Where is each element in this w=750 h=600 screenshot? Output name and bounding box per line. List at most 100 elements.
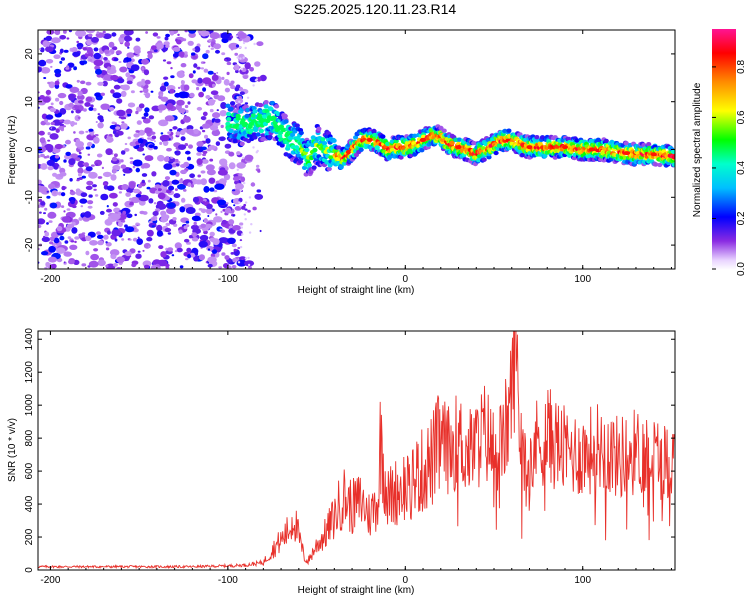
spectrogram-cell bbox=[50, 263, 57, 269]
y-tick-label: 800 bbox=[24, 429, 35, 446]
snr-frame bbox=[37, 330, 676, 571]
spectrogram-cell bbox=[235, 44, 240, 48]
spectrogram-cell bbox=[250, 182, 256, 187]
spectrogram-cell bbox=[93, 188, 97, 191]
spectrogram-cell bbox=[66, 208, 71, 211]
spectrogram-cell bbox=[202, 87, 207, 92]
x-tick-label: -100 bbox=[218, 274, 238, 285]
spectrogram-data bbox=[38, 30, 675, 269]
spectrogram-cell bbox=[163, 76, 169, 80]
spectrogram-cell bbox=[156, 36, 161, 39]
spectrogram-cell bbox=[192, 70, 196, 74]
spectrogram-cell bbox=[358, 147, 364, 152]
spectrogram-cell bbox=[209, 108, 214, 113]
spectrogram-cell bbox=[53, 54, 61, 59]
spectrogram-cell bbox=[239, 245, 243, 249]
spectrogram-cell bbox=[183, 84, 190, 91]
spectrogram-cell bbox=[40, 201, 46, 206]
spectrogram-cell bbox=[191, 79, 198, 84]
spectrogram-cell bbox=[226, 71, 230, 76]
snr-y-ticks: 0 200 400 600 800 1000 1200 1400 bbox=[24, 328, 675, 573]
spectrogram-cell bbox=[187, 40, 194, 46]
spectrogram-cell bbox=[166, 147, 172, 152]
spectrogram-cell bbox=[476, 157, 482, 163]
spectrogram-cell bbox=[133, 228, 138, 232]
spectrogram-cell bbox=[130, 90, 135, 94]
spectrogram-cell bbox=[114, 238, 118, 242]
spectrogram-cell bbox=[208, 45, 211, 48]
spectrogram-cell bbox=[657, 162, 663, 168]
spectrogram-cell bbox=[100, 92, 106, 97]
spectrogram-cell bbox=[78, 217, 83, 221]
spectrogram-cell bbox=[97, 240, 104, 246]
spectrogram-cell bbox=[244, 208, 248, 211]
spectrogram-cell bbox=[153, 202, 157, 205]
spectrogram-cell bbox=[65, 84, 73, 89]
spectrogram-cell bbox=[232, 225, 242, 231]
spectrogram-cell bbox=[221, 76, 225, 80]
spectrogram-cell bbox=[268, 106, 274, 112]
spectrogram-cell bbox=[166, 103, 174, 110]
spectrogram-cell bbox=[244, 154, 254, 162]
spectrogram-cell bbox=[221, 219, 228, 225]
spectrogram-cell bbox=[198, 254, 205, 261]
spectrogram-cell bbox=[172, 217, 177, 221]
spectrogram-cell bbox=[143, 69, 150, 76]
spectrogram-cell bbox=[176, 39, 182, 45]
spectrogram-cell bbox=[58, 125, 65, 130]
spectrogram-cell bbox=[245, 107, 251, 113]
spectrogram-cell bbox=[164, 36, 169, 41]
spectrogram-cell bbox=[94, 194, 99, 197]
spectrogram-cell bbox=[238, 100, 241, 104]
spectrogram-cell bbox=[220, 32, 230, 40]
spectrogram-cell bbox=[353, 135, 359, 140]
spectrogram-cell bbox=[248, 265, 252, 269]
spectrogram-cell bbox=[50, 102, 54, 106]
spectrogram-cell bbox=[218, 266, 223, 269]
spectrogram-cell bbox=[120, 150, 126, 155]
spectrogram-cell bbox=[111, 121, 116, 125]
spectrogram-cell bbox=[238, 173, 243, 177]
spectrogram-cell bbox=[163, 81, 169, 87]
spectrogram-cell bbox=[215, 49, 220, 54]
spectrogram-cell bbox=[71, 227, 78, 234]
spectrogram-cell bbox=[165, 266, 170, 269]
spectrogram-cell bbox=[263, 104, 269, 109]
spectrogram-cell bbox=[163, 156, 170, 163]
spectrogram-cell bbox=[66, 37, 70, 40]
spectrogram-cell bbox=[68, 103, 75, 108]
spectrogram-cell bbox=[43, 77, 47, 79]
spectrogram-cell bbox=[603, 138, 609, 144]
spectrogram-cell bbox=[189, 252, 196, 258]
spectrogram-cell bbox=[77, 90, 83, 97]
spectrogram-cell bbox=[121, 84, 130, 91]
spectrogram-cell bbox=[207, 263, 213, 268]
snr-x-label: Height of straight line (km) bbox=[298, 585, 415, 596]
spectrogram-cell bbox=[99, 210, 105, 215]
spectrogram-cell bbox=[194, 251, 199, 256]
spectrogram-cell bbox=[92, 184, 97, 188]
spectrogram-cell bbox=[312, 147, 318, 153]
spectrogram-cell bbox=[88, 171, 98, 179]
spectrogram-cell bbox=[111, 229, 122, 237]
spectrogram-cell bbox=[191, 215, 201, 222]
spectrogram-cell bbox=[45, 59, 54, 64]
spectrogram-cell bbox=[130, 196, 141, 204]
spectrogram-cell bbox=[63, 261, 66, 264]
spectrogram-cell bbox=[235, 116, 241, 121]
spectrogram-cell bbox=[160, 96, 169, 102]
spectrogram-cell bbox=[38, 185, 47, 193]
spectrogram-cell bbox=[670, 149, 675, 154]
spectrogram-cell bbox=[239, 57, 242, 60]
spectrogram-cell bbox=[127, 136, 131, 140]
spectrogram-cell bbox=[152, 211, 159, 216]
spectrogram-cell bbox=[116, 98, 123, 104]
spectrogram-cell bbox=[388, 144, 395, 149]
x-tick-label: -200 bbox=[40, 575, 60, 586]
spectrogram-cell bbox=[126, 80, 133, 85]
spectrogram-cell bbox=[256, 41, 264, 47]
spectrogram-cell bbox=[110, 89, 115, 94]
spectrogram-cell bbox=[259, 74, 267, 82]
spectrogram-cell bbox=[64, 154, 73, 160]
spectrogram-cell bbox=[96, 31, 100, 35]
